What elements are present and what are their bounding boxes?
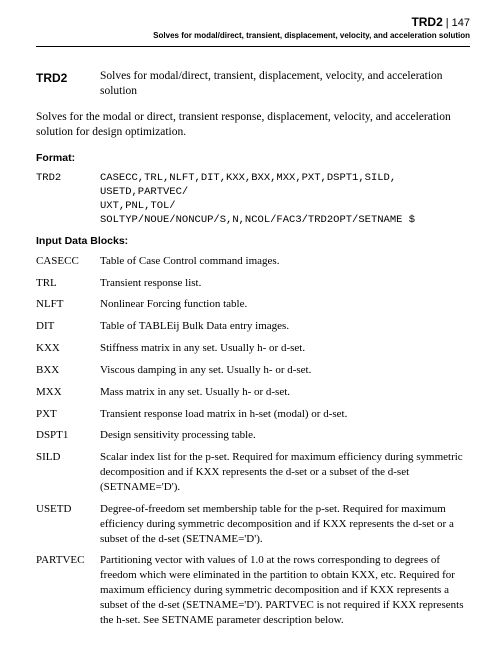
header-cmd: TRD2 xyxy=(411,15,442,29)
data-block-key: MXX xyxy=(36,385,100,400)
data-block-row: BXX Viscous damping in any set. Usually … xyxy=(36,363,470,378)
data-block-key: DIT xyxy=(36,319,100,334)
title-desc: Solves for modal/direct, transient, disp… xyxy=(100,69,470,100)
intro-paragraph: Solves for the modal or direct, transien… xyxy=(36,110,470,141)
input-blocks-list: CASECC Table of Case Control command ima… xyxy=(36,254,470,628)
data-block-desc: Transient response load matrix in h-set … xyxy=(100,407,347,422)
data-block-row: SILD Scalar index list for the p-set. Re… xyxy=(36,450,470,495)
data-block-key: USETD xyxy=(36,502,100,517)
data-block-key: BXX xyxy=(36,363,100,378)
data-block-key: PARTVEC xyxy=(36,553,100,568)
data-block-key: PXT xyxy=(36,407,100,422)
data-block-desc: Nonlinear Forcing function table. xyxy=(100,297,247,312)
format-block: TRD2 CASECC,TRL,NLFT,DIT,KXX,BXX,MXX,PXT… xyxy=(36,171,470,228)
data-block-row: PXT Transient response load matrix in h-… xyxy=(36,407,470,422)
data-block-desc: Viscous damping in any set. Usually h- o… xyxy=(100,363,311,378)
data-block-key: TRL xyxy=(36,276,100,291)
data-block-desc: Transient response list. xyxy=(100,276,201,291)
title-cmd: TRD2 xyxy=(36,69,100,86)
data-block-key: KXX xyxy=(36,341,100,356)
data-block-desc: Table of Case Control command images. xyxy=(100,254,279,269)
format-body: CASECC,TRL,NLFT,DIT,KXX,BXX,MXX,PXT,DSPT… xyxy=(100,171,415,228)
data-block-desc: Stiffness matrix in any set. Usually h- … xyxy=(100,341,305,356)
data-block-row: PARTVEC Partitioning vector with values … xyxy=(36,553,470,627)
data-block-desc: Table of TABLEij Bulk Data entry images. xyxy=(100,319,289,334)
header-subtitle: Solves for modal/direct, transient, disp… xyxy=(36,31,470,42)
data-block-key: DSPT1 xyxy=(36,428,100,443)
input-blocks-heading: Input Data Blocks: xyxy=(36,234,470,248)
data-block-row: KXX Stiffness matrix in any set. Usually… xyxy=(36,341,470,356)
header-rule xyxy=(36,46,470,47)
data-block-row: CASECC Table of Case Control command ima… xyxy=(36,254,470,269)
data-block-row: DIT Table of TABLEij Bulk Data entry ima… xyxy=(36,319,470,334)
data-block-desc: Degree-of-freedom set membership table f… xyxy=(100,502,470,547)
header-page-no: 147 xyxy=(452,17,470,29)
data-block-key: SILD xyxy=(36,450,100,465)
header-line-1: TRD2|147 xyxy=(36,14,470,31)
format-key: TRD2 xyxy=(36,171,100,228)
page-header: TRD2|147 Solves for modal/direct, transi… xyxy=(36,14,470,42)
page: TRD2|147 Solves for modal/direct, transi… xyxy=(0,0,500,649)
data-block-desc: Design sensitivity processing table. xyxy=(100,428,256,443)
data-block-row: USETD Degree-of-freedom set membership t… xyxy=(36,502,470,547)
data-block-row: DSPT1 Design sensitivity processing tabl… xyxy=(36,428,470,443)
data-block-key: CASECC xyxy=(36,254,100,269)
data-block-row: NLFT Nonlinear Forcing function table. xyxy=(36,297,470,312)
data-block-desc: Mass matrix in any set. Usually h- or d-… xyxy=(100,385,290,400)
data-block-key: NLFT xyxy=(36,297,100,312)
data-block-desc: Scalar index list for the p-set. Require… xyxy=(100,450,470,495)
format-heading: Format: xyxy=(36,151,470,165)
title-row: TRD2 Solves for modal/direct, transient,… xyxy=(36,69,470,100)
header-sep: | xyxy=(443,17,452,29)
data-block-desc: Partitioning vector with values of 1.0 a… xyxy=(100,553,470,627)
data-block-row: TRL Transient response list. xyxy=(36,276,470,291)
data-block-row: MXX Mass matrix in any set. Usually h- o… xyxy=(36,385,470,400)
